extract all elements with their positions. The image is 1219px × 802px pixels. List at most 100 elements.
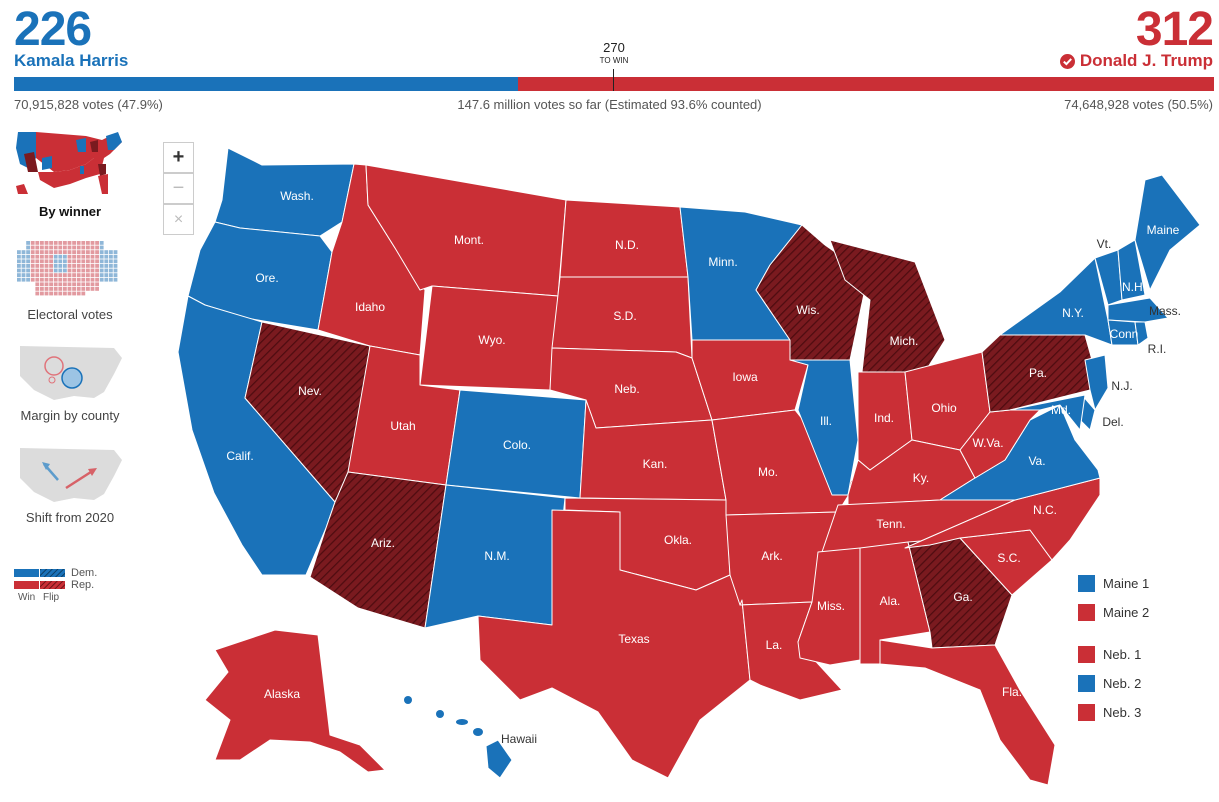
district-swatch-neb-3 xyxy=(1078,704,1095,721)
state-me[interactable] xyxy=(1134,174,1201,291)
plus-icon: + xyxy=(172,146,185,168)
total-votes-counted: 147.6 million votes so far (Estimated 93… xyxy=(457,97,762,112)
district-maine-1[interactable]: Maine 1 xyxy=(1078,575,1149,592)
harris-name: Kamala Harris xyxy=(14,51,129,70)
state-ma[interactable] xyxy=(1107,297,1169,323)
hawaii-island-kauai xyxy=(404,696,412,704)
state-nj[interactable] xyxy=(1084,354,1109,411)
state-ri[interactable] xyxy=(1134,321,1149,346)
hawaii-island-molokai xyxy=(456,719,468,725)
thumb-label-electoral-votes: Electoral votes xyxy=(27,307,113,322)
zoom-out-button[interactable]: − xyxy=(163,173,194,204)
label-hi: Hawaii xyxy=(501,732,537,746)
label-in: Ind. xyxy=(874,411,894,425)
district-swatch-maine-1 xyxy=(1078,575,1095,592)
label-or: Ore. xyxy=(255,271,278,285)
hawaii-island-oahu xyxy=(436,710,444,718)
label-la: La. xyxy=(766,638,783,652)
view-margin-by-county[interactable]: Margin by county xyxy=(14,340,126,423)
label-mt: Mont. xyxy=(454,233,484,247)
district-label-neb-1: Neb. 1 xyxy=(1103,647,1142,662)
view-shift-from-2020[interactable]: Shift from 2020 xyxy=(14,442,126,525)
district-neb-1[interactable]: Neb. 1 xyxy=(1078,646,1141,663)
trump-ev-bar xyxy=(518,77,1214,91)
label-sc: S.C. xyxy=(997,551,1020,565)
state-ak[interactable] xyxy=(204,629,386,773)
state-hi[interactable] xyxy=(485,739,513,779)
margin-by-county-thumbnail xyxy=(20,346,122,400)
key-flip-label: Flip xyxy=(43,592,60,603)
label-mi: Mich. xyxy=(890,334,919,348)
label-az: Ariz. xyxy=(371,536,395,550)
state-ny[interactable] xyxy=(999,257,1113,346)
label-ne: Neb. xyxy=(614,382,639,396)
label-il: Ill. xyxy=(820,414,832,428)
thumb-label-by-winner: By winner xyxy=(38,204,102,219)
label-tn: Tenn. xyxy=(876,517,905,531)
label-va: Va. xyxy=(1028,454,1045,468)
label-ut: Utah xyxy=(390,419,415,433)
district-swatch-maine-2 xyxy=(1078,604,1095,621)
label-co: Colo. xyxy=(503,438,531,452)
label-nh: N.H. xyxy=(1122,280,1146,294)
to-win-line xyxy=(613,69,614,91)
key-rep-label: Rep. xyxy=(71,579,95,591)
label-nd: N.D. xyxy=(615,238,639,252)
key-win-label: Win xyxy=(18,592,36,603)
label-ct: Conn xyxy=(1110,327,1139,341)
label-mo: Mo. xyxy=(758,465,778,479)
state-fl[interactable] xyxy=(879,639,1056,786)
label-ma: Mass. xyxy=(1149,304,1181,318)
label-ar: Ark. xyxy=(761,549,782,563)
state-nh[interactable] xyxy=(1117,239,1146,301)
state-il[interactable] xyxy=(789,359,859,496)
district-neb-3[interactable]: Neb. 3 xyxy=(1078,704,1141,721)
district-label-neb-3: Neb. 3 xyxy=(1103,705,1142,720)
close-icon: × xyxy=(173,210,184,228)
hawaii-island-maui xyxy=(473,728,483,736)
label-al: Ala. xyxy=(880,594,901,608)
key-dem-label: Dem. xyxy=(71,567,98,579)
state-md[interactable] xyxy=(1009,394,1086,431)
label-ks: Kan. xyxy=(643,457,668,471)
trump-popular-votes: 74,648,928 votes (50.5%) xyxy=(1064,97,1213,112)
label-wv: W.Va. xyxy=(972,436,1003,450)
minus-icon: − xyxy=(172,177,185,199)
district-label-neb-2: Neb. 2 xyxy=(1103,676,1142,691)
district-neb-2[interactable]: Neb. 2 xyxy=(1078,675,1141,692)
label-oh: Ohio xyxy=(931,401,957,415)
state-tx[interactable] xyxy=(477,509,751,779)
label-nc: N.C. xyxy=(1033,503,1057,517)
label-de: Del. xyxy=(1102,415,1123,429)
label-sd: S.D. xyxy=(613,309,636,323)
label-ga: Ga. xyxy=(953,590,972,604)
district-label-maine-2: Maine 2 xyxy=(1103,605,1150,620)
check-circle-icon xyxy=(1059,53,1075,69)
label-pa: Pa. xyxy=(1029,366,1047,380)
state-or[interactable] xyxy=(187,221,333,331)
label-nm: N.M. xyxy=(484,549,509,563)
label-vt: Vt. xyxy=(1097,237,1112,251)
label-wa: Wash. xyxy=(280,189,314,203)
zoom-in-button[interactable]: + xyxy=(163,142,194,173)
view-by-winner[interactable]: By winner xyxy=(14,128,126,219)
trump-electoral-votes: 312 xyxy=(1135,3,1214,56)
label-ca: Calif. xyxy=(226,449,253,463)
label-ok: Okla. xyxy=(664,533,692,547)
electoral-votes-thumbnail xyxy=(17,241,118,296)
label-id: Idaho xyxy=(355,300,385,314)
label-ky: Ky. xyxy=(913,471,929,485)
to-win-label: TO WIN xyxy=(599,56,629,65)
thumb-label-margin-by-county: Margin by county xyxy=(20,408,120,423)
district-swatch-neb-2 xyxy=(1078,675,1095,692)
harris-popular-votes: 70,915,828 votes (47.9%) xyxy=(14,97,163,112)
district-maine-2[interactable]: Maine 2 xyxy=(1078,604,1149,621)
label-wi: Wis. xyxy=(796,303,819,317)
label-ri: R.I. xyxy=(1148,342,1167,356)
label-fl: Fla. xyxy=(1002,685,1022,699)
to-win-marker: 270 TO WIN xyxy=(584,40,644,65)
trump-name: Donald J. Trump xyxy=(1079,51,1213,70)
zoom-reset-button[interactable]: × xyxy=(163,204,194,235)
label-ak: Alaska xyxy=(264,687,300,701)
view-electoral-votes[interactable]: Electoral votes xyxy=(14,237,126,322)
